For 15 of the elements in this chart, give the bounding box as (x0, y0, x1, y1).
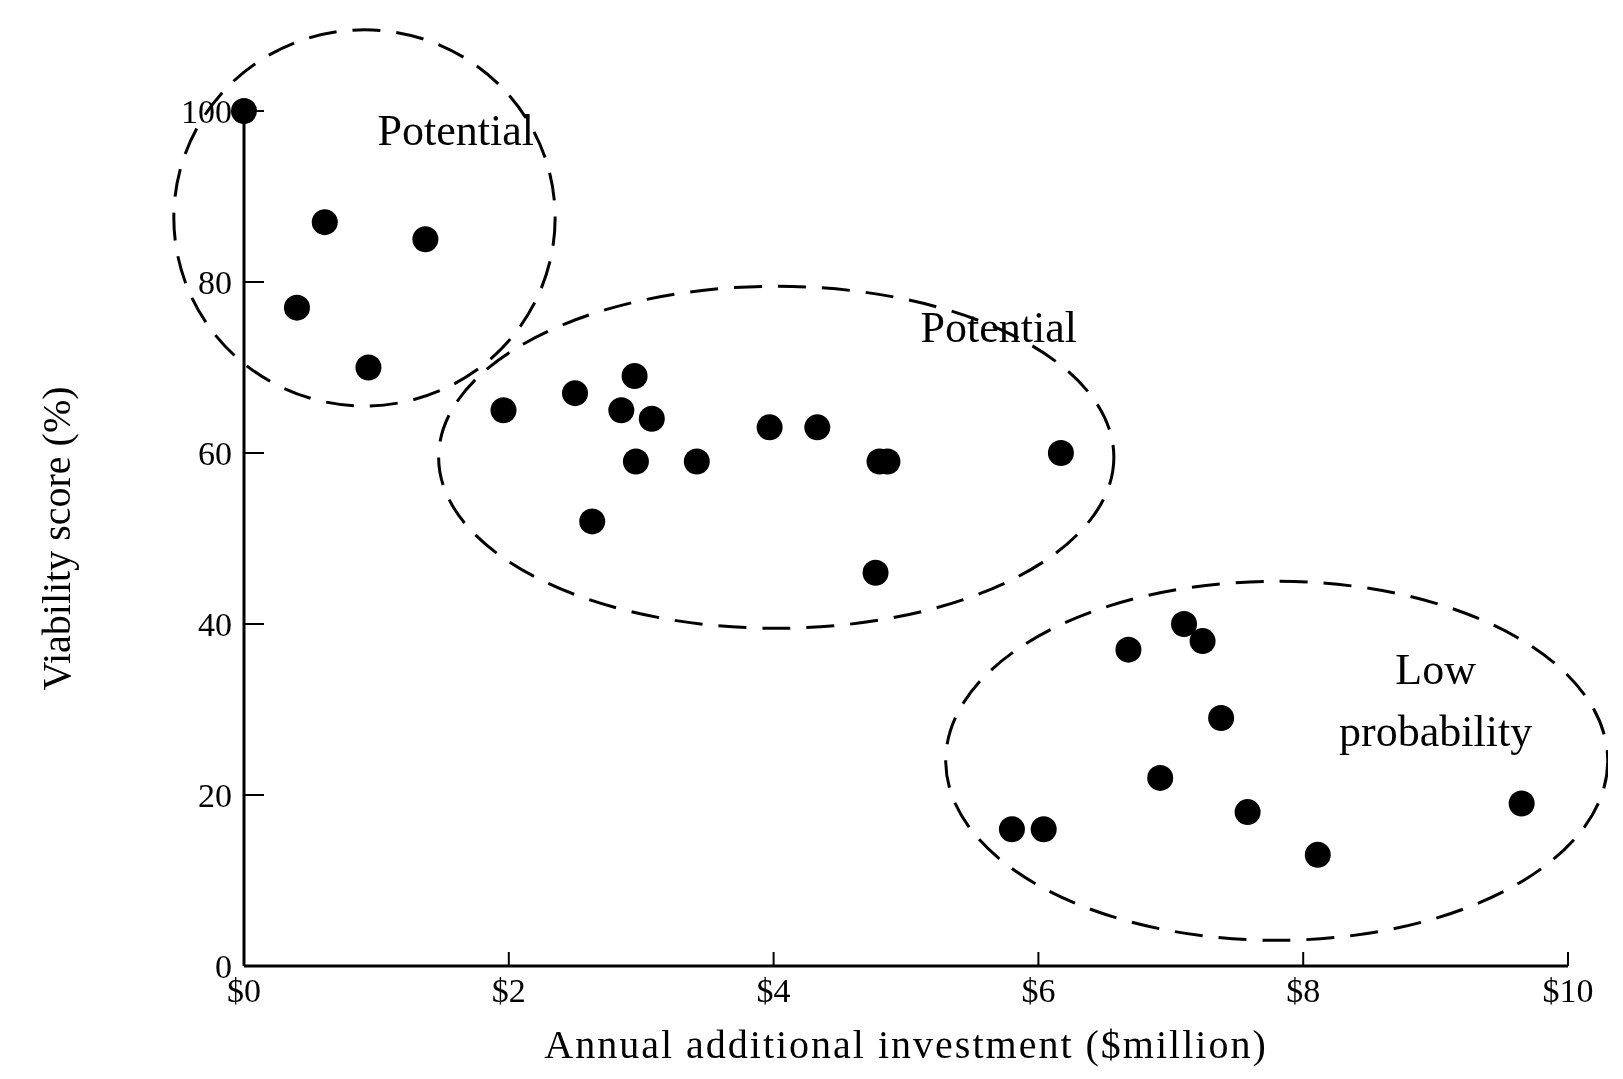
x-tick-label: $10 (1542, 972, 1594, 1009)
x-tick-label: $6 (1021, 972, 1056, 1009)
x-tick-label: $4 (756, 972, 791, 1009)
y-tick-label: 60 (198, 434, 232, 472)
y-tick-label: 100 (181, 92, 232, 130)
annotation: Low probability (1339, 644, 1533, 756)
x-axis-title: Annual additional investment ($million) (544, 1022, 1268, 1067)
annotation: Potential (377, 106, 535, 156)
y-axis-title: Viability score (%) (34, 386, 79, 691)
y-tick-label: 40 (198, 605, 232, 643)
x-tick-label: $2 (491, 972, 526, 1009)
x-tick-label: $8 (1286, 972, 1321, 1009)
y-tick-label: 20 (198, 776, 232, 814)
y-tick-label: 80 (198, 263, 232, 301)
annotation: Potential (920, 302, 1077, 352)
